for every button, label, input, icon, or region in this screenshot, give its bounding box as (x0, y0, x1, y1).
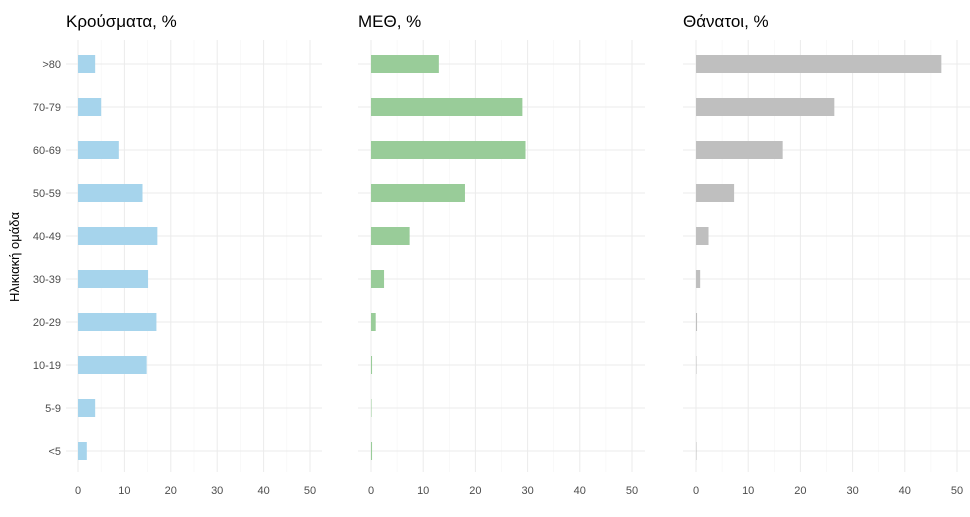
bar-10-19 (371, 356, 373, 374)
x-tick-label: 0 (75, 485, 81, 497)
bar->80 (371, 55, 439, 73)
panel-3: 0 10 20 30 40 50 Θάνατοι, % (683, 12, 970, 497)
bar-5-9 (371, 399, 372, 417)
bar-60-69 (696, 141, 783, 159)
y-tick-label: <5 (48, 446, 61, 458)
bar->80 (696, 55, 942, 73)
x-tick-label: 20 (165, 485, 177, 497)
x-tick-label: 20 (469, 485, 481, 497)
panel-title: Θάνατοι, % (683, 12, 769, 31)
x-tick-label: 20 (794, 485, 806, 497)
y-tick-label: 60-69 (33, 145, 61, 157)
x-tick-label: 40 (574, 485, 586, 497)
bar-50-59 (78, 184, 143, 202)
x-tick-label: 10 (118, 485, 130, 497)
bar-60-69 (78, 141, 119, 159)
bar-50-59 (696, 184, 735, 202)
bar-40-49 (78, 227, 158, 245)
bar-30-39 (371, 270, 385, 288)
x-tick-label: 10 (417, 485, 429, 497)
y-tick-label: 5-9 (45, 403, 61, 415)
bar-70-79 (78, 98, 102, 116)
bar-30-39 (78, 270, 149, 288)
panel-title: ΜΕΘ, % (358, 12, 421, 31)
y-tick-label: 20-29 (33, 317, 61, 329)
bar-30-39 (696, 270, 701, 288)
bar-5-9 (78, 399, 96, 417)
x-tick-label: 0 (368, 485, 374, 497)
y-axis-title: Ηλικιακή ομάδα (7, 212, 22, 302)
bar-10-19 (78, 356, 147, 374)
y-tick-label: 10-19 (33, 360, 61, 372)
bar-10-19 (696, 356, 697, 374)
bar-<5 (696, 442, 697, 460)
x-tick-label: 10 (742, 485, 754, 497)
bar-60-69 (371, 141, 526, 159)
y-tick-label: 30-39 (33, 274, 61, 286)
x-tick-label: 50 (626, 485, 638, 497)
x-tick-label: 40 (899, 485, 911, 497)
x-tick-label: 30 (846, 485, 858, 497)
bar-<5 (78, 442, 87, 460)
bar-20-29 (696, 313, 698, 331)
panel-1: 0 10 20 30 40 50 Κρούσματα, % (66, 12, 322, 497)
bar-50-59 (371, 184, 465, 202)
bar-20-29 (78, 313, 157, 331)
bar->80 (78, 55, 96, 73)
y-tick-label: >80 (42, 59, 61, 71)
x-tick-label: 30 (521, 485, 533, 497)
x-tick-label: 50 (304, 485, 316, 497)
y-tick-label: 70-79 (33, 102, 61, 114)
y-tick-label: 50-59 (33, 188, 61, 200)
panel-title: Κρούσματα, % (66, 12, 177, 31)
bar-20-29 (371, 313, 376, 331)
x-tick-label: 0 (693, 485, 699, 497)
bar-70-79 (371, 98, 523, 116)
bar-70-79 (696, 98, 835, 116)
x-tick-label: 50 (951, 485, 963, 497)
bar-<5 (371, 442, 373, 460)
y-tick-label: 40-49 (33, 231, 61, 243)
bar-40-49 (696, 227, 709, 245)
x-tick-label: 40 (257, 485, 269, 497)
panel-2: 0 10 20 30 40 50 ΜΕΘ, % (358, 12, 645, 497)
bar-40-49 (371, 227, 410, 245)
x-tick-label: 30 (211, 485, 223, 497)
